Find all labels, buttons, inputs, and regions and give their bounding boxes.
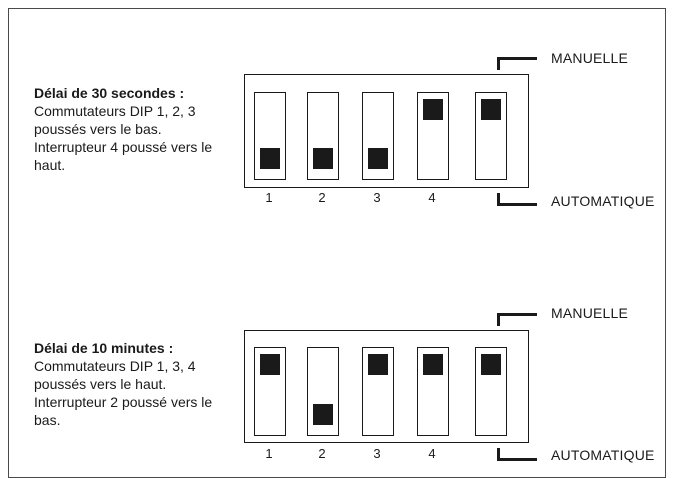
switch-knob-bas (368, 148, 388, 169)
description-body: Commutateurs DIP 1, 2, 3 poussés vers le… (34, 103, 213, 173)
dip-switch-3 (362, 347, 394, 436)
switch-number: 3 (373, 446, 381, 461)
dip-switch-1 (254, 347, 286, 436)
switch-number: 4 (428, 190, 436, 205)
dip-switch-4 (417, 92, 449, 180)
dip-switch-block-10-minutes (244, 330, 529, 443)
label-automatic: AUTOMATIQUE (551, 193, 655, 209)
description-title: Délai de 10 minutes : (34, 340, 174, 356)
dip-switch-3 (362, 92, 394, 180)
switch-number: 3 (373, 190, 381, 205)
switch-number: 2 (318, 446, 326, 461)
dip-switch-block-30-seconds (244, 74, 529, 188)
dip-switch-1 (254, 92, 286, 180)
switch-knob-haut (481, 99, 501, 120)
manual-bracket (497, 313, 537, 326)
automatic-bracket (497, 448, 537, 461)
description-30-seconds: Délai de 30 secondes : Commutateurs DIP … (34, 84, 219, 174)
label-manual: MANUELLE (551, 50, 629, 66)
switch-knob-haut (368, 354, 388, 375)
dip-switch-2 (307, 92, 339, 180)
switch-knob-haut (260, 354, 280, 375)
switch-knob-bas (260, 148, 280, 169)
switch-knob-haut (423, 99, 443, 120)
dip-switch-2 (307, 347, 339, 436)
description-10-minutes: Délai de 10 minutes : Commutateurs DIP 1… (34, 339, 219, 429)
switch-knob-haut (423, 354, 443, 375)
automatic-bracket (497, 193, 537, 206)
dip-switch-4 (417, 347, 449, 436)
label-manual: MANUELLE (551, 305, 629, 321)
label-automatic: AUTOMATIQUE (551, 447, 655, 463)
switch-number: 4 (428, 446, 436, 461)
switch-knob-haut (481, 354, 501, 375)
switch-knob-bas (313, 404, 333, 425)
manual-bracket (497, 57, 537, 70)
description-body: Commutateurs DIP 1, 3, 4 poussés vers le… (34, 358, 213, 428)
switch-number: 1 (265, 190, 273, 205)
switch-knob-bas (313, 148, 333, 169)
description-title: Délai de 30 secondes : (34, 85, 185, 101)
dip-switch-mode (475, 92, 507, 180)
switch-number: 1 (265, 446, 273, 461)
switch-number: 2 (318, 190, 326, 205)
dip-switch-mode (475, 347, 507, 436)
